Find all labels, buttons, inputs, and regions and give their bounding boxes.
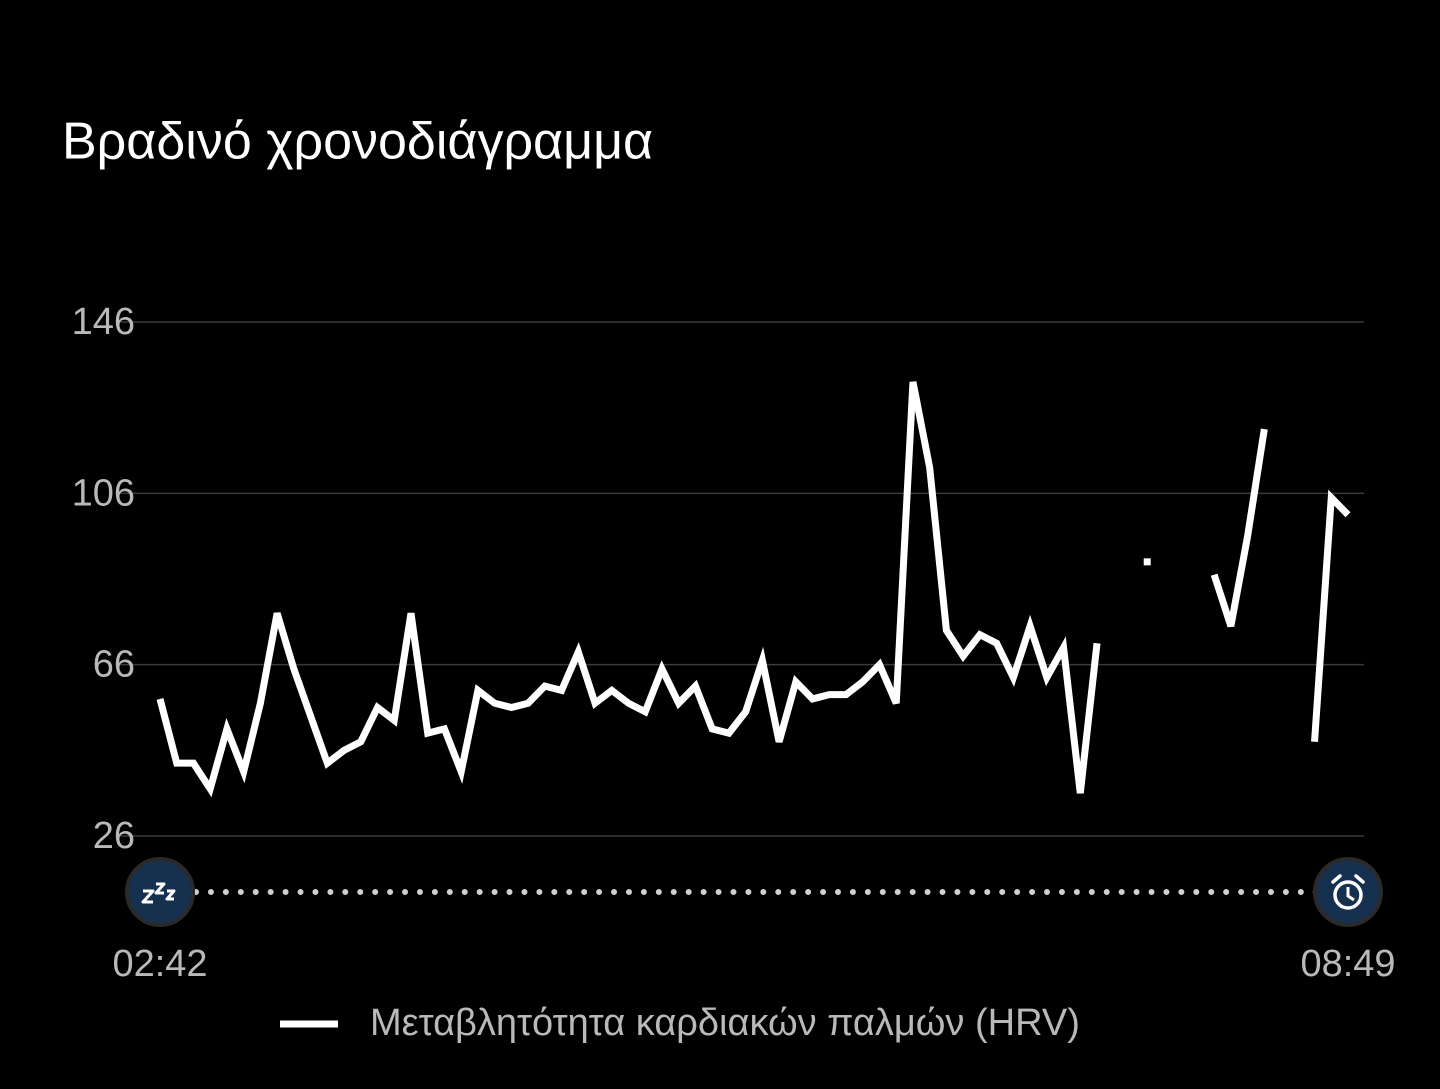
hrv-line [1311,489,1351,743]
hrv-line [156,381,1101,798]
legend-label: Μεταβλητότητα καρδιακών παλμών (HRV) [370,1002,1080,1044]
y-tick-label: 146 [72,301,135,343]
chart-title: Βραδινό χρονοδιάγραμμα [62,113,653,171]
hrv-line [1210,428,1268,628]
plot: 26 66 106 146 02:42 08:49 [72,301,1396,985]
sleep-icon [125,857,195,927]
y-tick-label: 26 [93,815,135,857]
y-tick-label: 106 [72,472,135,514]
alarm-icon [1313,857,1383,927]
y-tick-label: 66 [93,644,135,686]
x-tick-label: 02:42 [112,943,207,985]
x-tick-label: 08:49 [1300,943,1395,985]
